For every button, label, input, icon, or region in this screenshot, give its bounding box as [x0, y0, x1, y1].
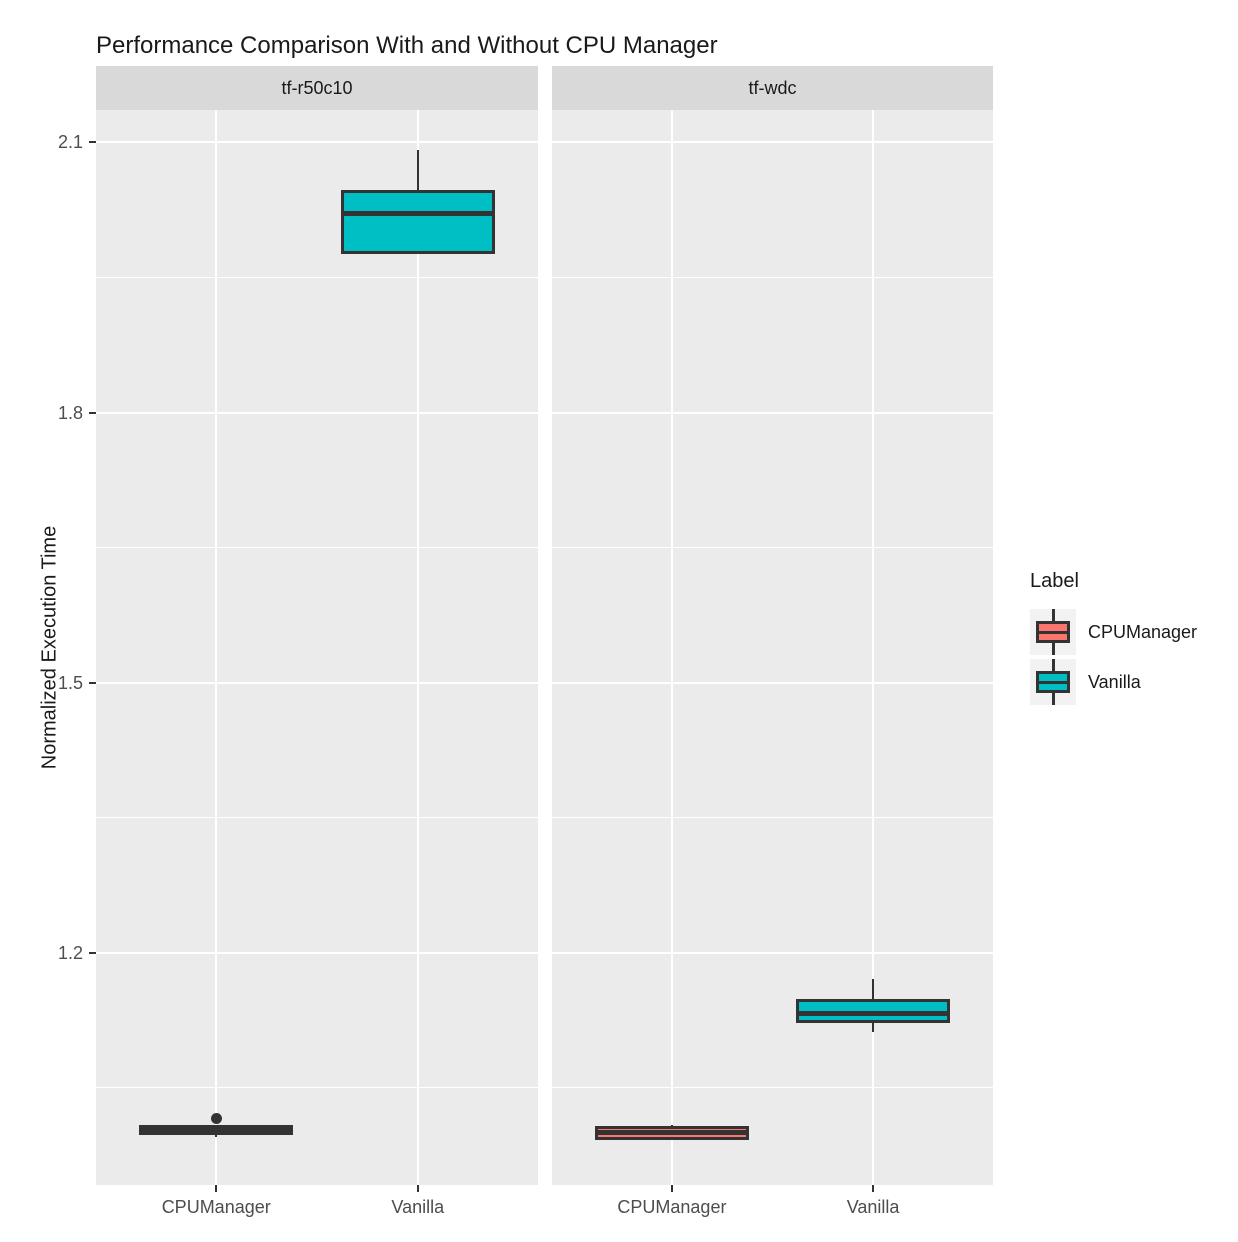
y-tick-mark	[89, 951, 96, 954]
boxplot-tf-r50c10-CPUManager-lower-whisker	[214, 1134, 218, 1138]
boxplot-tf-r50c10-Vanilla-upper-whisker	[416, 149, 420, 191]
x-tick-mark	[670, 1185, 673, 1192]
legend-entries: CPUManager Vanilla	[1030, 609, 1197, 705]
major-gridline	[96, 411, 538, 414]
x-tick-mark	[872, 1185, 875, 1192]
x-tick-label: Vanilla	[846, 1197, 900, 1217]
y-tick-label: 1.8	[57, 402, 83, 423]
x-tick-label: CPUManager	[161, 1197, 271, 1217]
minor-gridline	[96, 1087, 538, 1089]
chart-title: Performance Comparison With and Without …	[96, 32, 718, 59]
y-tick-mark	[89, 411, 96, 414]
y-tick-label: 1.5	[57, 672, 83, 693]
boxplot-tf-wdc-Vanilla-median	[796, 1010, 950, 1016]
major-gridline	[96, 681, 538, 684]
minor-gridline	[96, 276, 538, 278]
minor-gridline	[552, 1087, 993, 1089]
boxplot-tf-wdc-CPUManager-upper-whisker	[670, 1124, 674, 1127]
facet-strip-tf-r50c10: tf-r50c10	[96, 66, 538, 110]
y-tick-mark	[89, 681, 96, 684]
major-gridline	[552, 681, 993, 684]
y-tick-label: 2.1	[57, 132, 83, 153]
legend-title: Label	[1030, 570, 1079, 592]
boxplot-tf-r50c10-CPUManager-median	[139, 1128, 294, 1134]
y-tick-mark	[89, 141, 96, 144]
major-gridline	[552, 141, 993, 144]
major-gridline	[552, 411, 993, 414]
major-gridline	[552, 951, 993, 954]
minor-gridline	[552, 276, 993, 278]
x-tick-mark	[416, 1185, 419, 1192]
legend-entry-CPUManager: CPUManager	[1030, 609, 1197, 655]
vertical-gridline	[215, 110, 218, 1185]
major-gridline	[96, 141, 538, 144]
vertical-gridline	[872, 110, 875, 1185]
y-tick-label: 1.2	[57, 942, 83, 963]
facet-panel-tf-r50c10	[96, 110, 538, 1185]
legend-entry-label: CPUManager	[1088, 621, 1198, 642]
legend-entry-label: Vanilla	[1088, 671, 1141, 692]
minor-gridline	[96, 817, 538, 819]
y-axis-title: Normalized Execution Time	[38, 525, 61, 770]
legend-entry-Vanilla: Vanilla	[1030, 659, 1197, 705]
boxplot-tf-r50c10-Vanilla-box	[340, 190, 495, 255]
x-tick-mark	[215, 1185, 218, 1192]
major-gridline	[96, 951, 538, 954]
legend: Label CPUManager Vanilla	[1030, 570, 1197, 709]
x-tick-label: Vanilla	[391, 1197, 445, 1217]
boxplot-tf-r50c10-CPUManager-outlier	[210, 1112, 222, 1124]
legend-key-median	[1036, 680, 1070, 684]
vertical-gridline	[416, 110, 419, 1185]
vertical-gridline	[670, 110, 673, 1185]
minor-gridline	[552, 817, 993, 819]
boxplot-tf-wdc-Vanilla-upper-whisker	[871, 978, 875, 999]
minor-gridline	[96, 547, 538, 549]
facet-panel-tf-wdc	[552, 110, 993, 1185]
facet-strip-tf-wdc: tf-wdc	[552, 66, 993, 110]
boxplot-tf-wdc-CPUManager-median	[595, 1130, 749, 1136]
legend-key-boxplot-icon	[1030, 609, 1076, 655]
legend-key-boxplot-icon	[1030, 659, 1076, 705]
legend-key-median	[1036, 630, 1070, 634]
minor-gridline	[552, 547, 993, 549]
x-tick-label: CPUManager	[617, 1197, 727, 1217]
boxplot-tf-wdc-Vanilla-lower-whisker	[871, 1022, 875, 1032]
boxplot-tf-r50c10-Vanilla-median	[340, 211, 495, 217]
